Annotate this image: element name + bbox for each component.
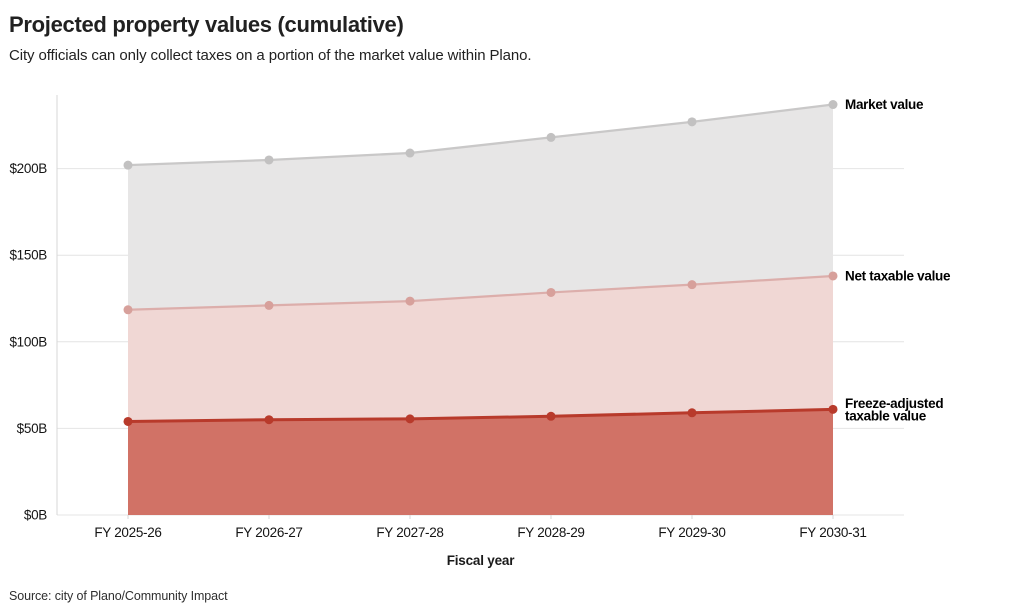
y-tick-label: $100B: [9, 334, 47, 349]
series-label: Freeze-adjusted: [845, 396, 943, 411]
data-point: [828, 404, 838, 414]
y-tick-label: $0B: [24, 508, 47, 523]
data-point: [546, 411, 556, 421]
x-tick-label: FY 2027-28: [376, 525, 443, 540]
series-line: [126, 274, 835, 311]
series-label: Net taxable value: [845, 268, 951, 283]
data-point: [405, 414, 415, 424]
data-point: [264, 300, 274, 310]
data-point: [264, 155, 274, 165]
data-point: [687, 280, 697, 290]
x-tick-label: FY 2025-26: [94, 525, 161, 540]
chart-subtitle: City officials can only collect taxes on…: [9, 47, 532, 65]
series-label: taxable value: [845, 408, 927, 423]
data-point: [828, 271, 838, 281]
x-tick-label: FY 2029-30: [658, 525, 725, 540]
series-line: [126, 407, 835, 423]
source-credit: Source: city of Plano/Community Impact: [9, 589, 228, 603]
x-axis-title: Fiscal year: [447, 553, 516, 568]
data-point: [123, 305, 133, 315]
data-point: [264, 415, 274, 425]
data-point: [405, 148, 415, 158]
chart-title: Projected property values (cumulative): [9, 12, 404, 37]
data-point: [546, 132, 556, 142]
area-chart: $0B $50B $100B $150B $200B FY 2025-26 FY 2026-…: [9, 95, 951, 568]
y-tick-label: $50B: [17, 421, 48, 436]
chart-canvas: $0B $50B $100B $150B $200B FY 2025-26 FY 2026-…: [0, 88, 1020, 570]
data-point: [546, 287, 556, 297]
chart-header: Projected property values (cumulative) C…: [9, 12, 1009, 64]
y-tick-label: $200B: [9, 161, 47, 176]
x-tick-label: FY 2026-27: [235, 525, 302, 540]
data-point: [687, 408, 697, 418]
series-line: [126, 103, 835, 167]
data-point: [123, 416, 133, 426]
x-tick-label: FY 2030-31: [799, 525, 866, 540]
data-point: [405, 296, 415, 306]
series-label: Market value: [845, 97, 924, 112]
data-point: [123, 160, 133, 170]
y-tick-label: $150B: [9, 248, 47, 263]
data-point: [828, 100, 838, 110]
series-area: [128, 409, 833, 515]
data-point: [687, 117, 697, 127]
x-tick-label: FY 2028-29: [517, 525, 584, 540]
